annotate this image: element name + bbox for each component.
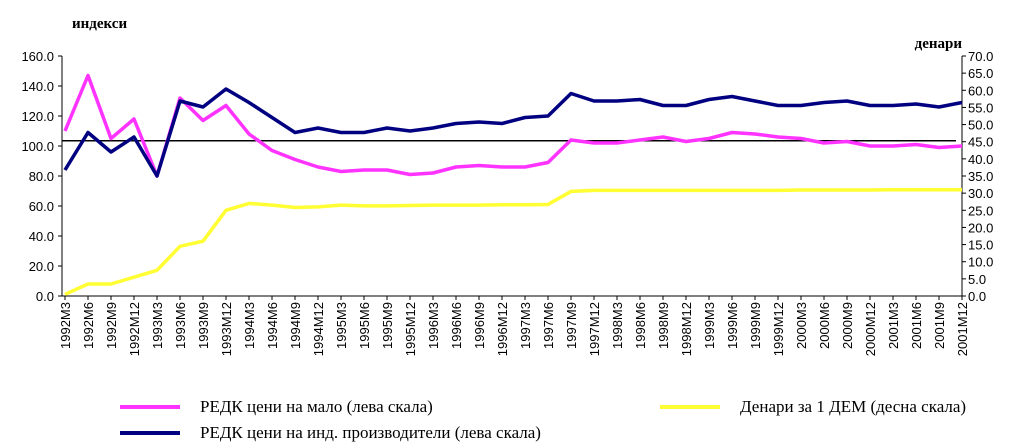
- y-tick-label: 140.0: [21, 79, 54, 94]
- x-tick-label: 1997M12: [587, 302, 602, 356]
- y-tick-label: 40.0: [29, 229, 54, 244]
- x-tick-label: 1992M6: [81, 302, 96, 349]
- x-tick-label: 1997M6: [541, 302, 556, 349]
- x-tick-label: 1992M12: [127, 302, 142, 356]
- x-tick-label: 1995M9: [380, 302, 395, 349]
- y-tick-label: 120.0: [21, 109, 54, 124]
- y2-tick-label: 55.0: [968, 100, 993, 115]
- y2-tick-label: 70.0: [968, 49, 993, 64]
- y2-tick-label: 60.0: [968, 83, 993, 98]
- y-tick-label: 80.0: [29, 169, 54, 184]
- x-tick-label: 1996M12: [495, 302, 510, 356]
- y2-axis-label: денари: [915, 36, 963, 52]
- x-tick-label: 1994M6: [265, 302, 280, 349]
- y2-tick-label: 30.0: [968, 186, 993, 201]
- x-tick-label: 1996M3: [426, 302, 441, 349]
- x-tick-label: 1993M6: [173, 302, 188, 349]
- x-tick-label: 1999M6: [725, 302, 740, 349]
- x-tick-label: 1997M9: [564, 302, 579, 349]
- y2-tick-label: 15.0: [968, 238, 993, 253]
- x-tick-label: 2000M6: [817, 302, 832, 349]
- x-tick-label: 1999M3: [702, 302, 717, 349]
- data-line: [64, 187, 962, 296]
- data-line: [63, 73, 963, 178]
- x-tick-label: 1993M3: [150, 302, 165, 349]
- x-tick-label: 1996M6: [449, 302, 464, 349]
- x-tick-label: 1995M12: [403, 302, 418, 356]
- x-tick-label: 1998M9: [656, 302, 671, 349]
- x-tick-label: 1997M3: [518, 302, 533, 349]
- x-tick-label: 1999M12: [771, 302, 786, 356]
- y2-tick-label: 50.0: [968, 118, 993, 133]
- x-tick-label: 1993M9: [196, 302, 211, 349]
- y2-tick-label: 40.0: [968, 152, 993, 167]
- x-tick-label: 1992M3: [58, 302, 73, 349]
- x-tick-label: 2000M9: [840, 302, 855, 349]
- legend-label: Денари за 1 ДЕМ (десна скала): [740, 397, 966, 416]
- y-tick-label: 60.0: [29, 199, 54, 214]
- data-line: [63, 87, 963, 178]
- x-tick-label: 2000M3: [794, 302, 809, 349]
- legend-label: РЕДК цени на мало (лева скала): [200, 397, 433, 416]
- x-tick-label: 1994M9: [288, 302, 303, 349]
- y2-tick-label: 0.0: [968, 289, 986, 304]
- x-tick-label: 1992M9: [104, 302, 119, 349]
- y2-tick-label: 5.0: [968, 272, 986, 287]
- y2-tick-label: 45.0: [968, 135, 993, 150]
- legend-label: РЕДК цени на инд. производители (лева ск…: [200, 423, 541, 442]
- x-tick-label: 2000M12: [863, 302, 878, 356]
- y2-tick-label: 25.0: [968, 203, 993, 218]
- x-tick-label: 2001M3: [886, 302, 901, 349]
- x-tick-label: 1998M3: [610, 302, 625, 349]
- y-tick-label: 100.0: [21, 139, 54, 154]
- x-tick-label: 1996M9: [472, 302, 487, 349]
- y-tick-label: 160.0: [21, 49, 54, 64]
- x-tick-label: 2001M9: [932, 302, 947, 349]
- y-tick-label: 0.0: [36, 289, 54, 304]
- y-axis-label: индекси: [72, 16, 127, 32]
- y2-tick-label: 20.0: [968, 220, 993, 235]
- x-tick-label: 1999M9: [748, 302, 763, 349]
- x-tick-label: 1998M6: [633, 302, 648, 349]
- x-tick-label: 1995M6: [357, 302, 372, 349]
- x-tick-label: 2001M12: [955, 302, 970, 356]
- x-tick-label: 1993M12: [219, 302, 234, 356]
- x-tick-label: 1994M3: [242, 302, 257, 349]
- x-tick-label: 1998M12: [679, 302, 694, 356]
- x-tick-label: 1995M3: [334, 302, 349, 349]
- y-tick-label: 20.0: [29, 259, 54, 274]
- x-tick-label: 1994M12: [311, 302, 326, 356]
- x-tick-label: 2001M6: [909, 302, 924, 349]
- y2-tick-label: 65.0: [968, 66, 993, 81]
- y2-tick-label: 35.0: [968, 169, 993, 184]
- y2-tick-label: 10.0: [968, 255, 993, 270]
